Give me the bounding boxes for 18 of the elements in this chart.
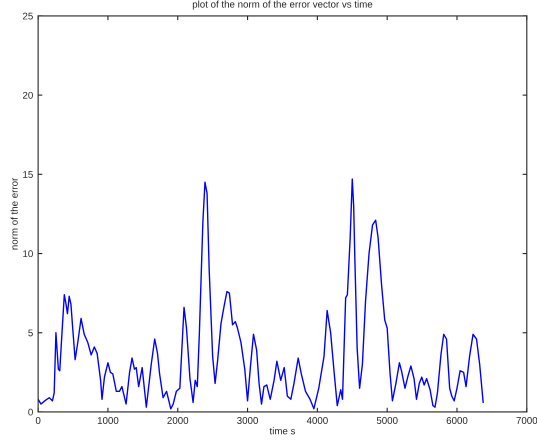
x-tick-label: 2000: [167, 417, 188, 424]
y-axis-title: norm of the error: [10, 178, 18, 250]
line-series: [38, 178, 484, 410]
y-tick-label: 25: [22, 12, 33, 20]
x-tick-label: 6000: [446, 417, 468, 424]
x-tick-label: 7000: [516, 417, 537, 424]
y-tick-label: 10: [23, 250, 33, 258]
y-tick-label: 15: [23, 171, 33, 178]
x-tick-label: 4000: [306, 417, 328, 424]
x-tick-label: 3000: [237, 417, 258, 424]
chart-title: plot of the norm of the error vector vs time: [192, 0, 372, 10]
y-tick-label: 5: [28, 330, 33, 336]
x-tick-label: 0: [36, 417, 40, 424]
x-tick-label: 5000: [376, 417, 398, 424]
y-tick-label: 20: [22, 92, 33, 99]
x-axis-title: time s: [270, 427, 296, 434]
y-tick-label: 0: [28, 408, 33, 416]
x-tick-label: 1000: [98, 417, 118, 424]
